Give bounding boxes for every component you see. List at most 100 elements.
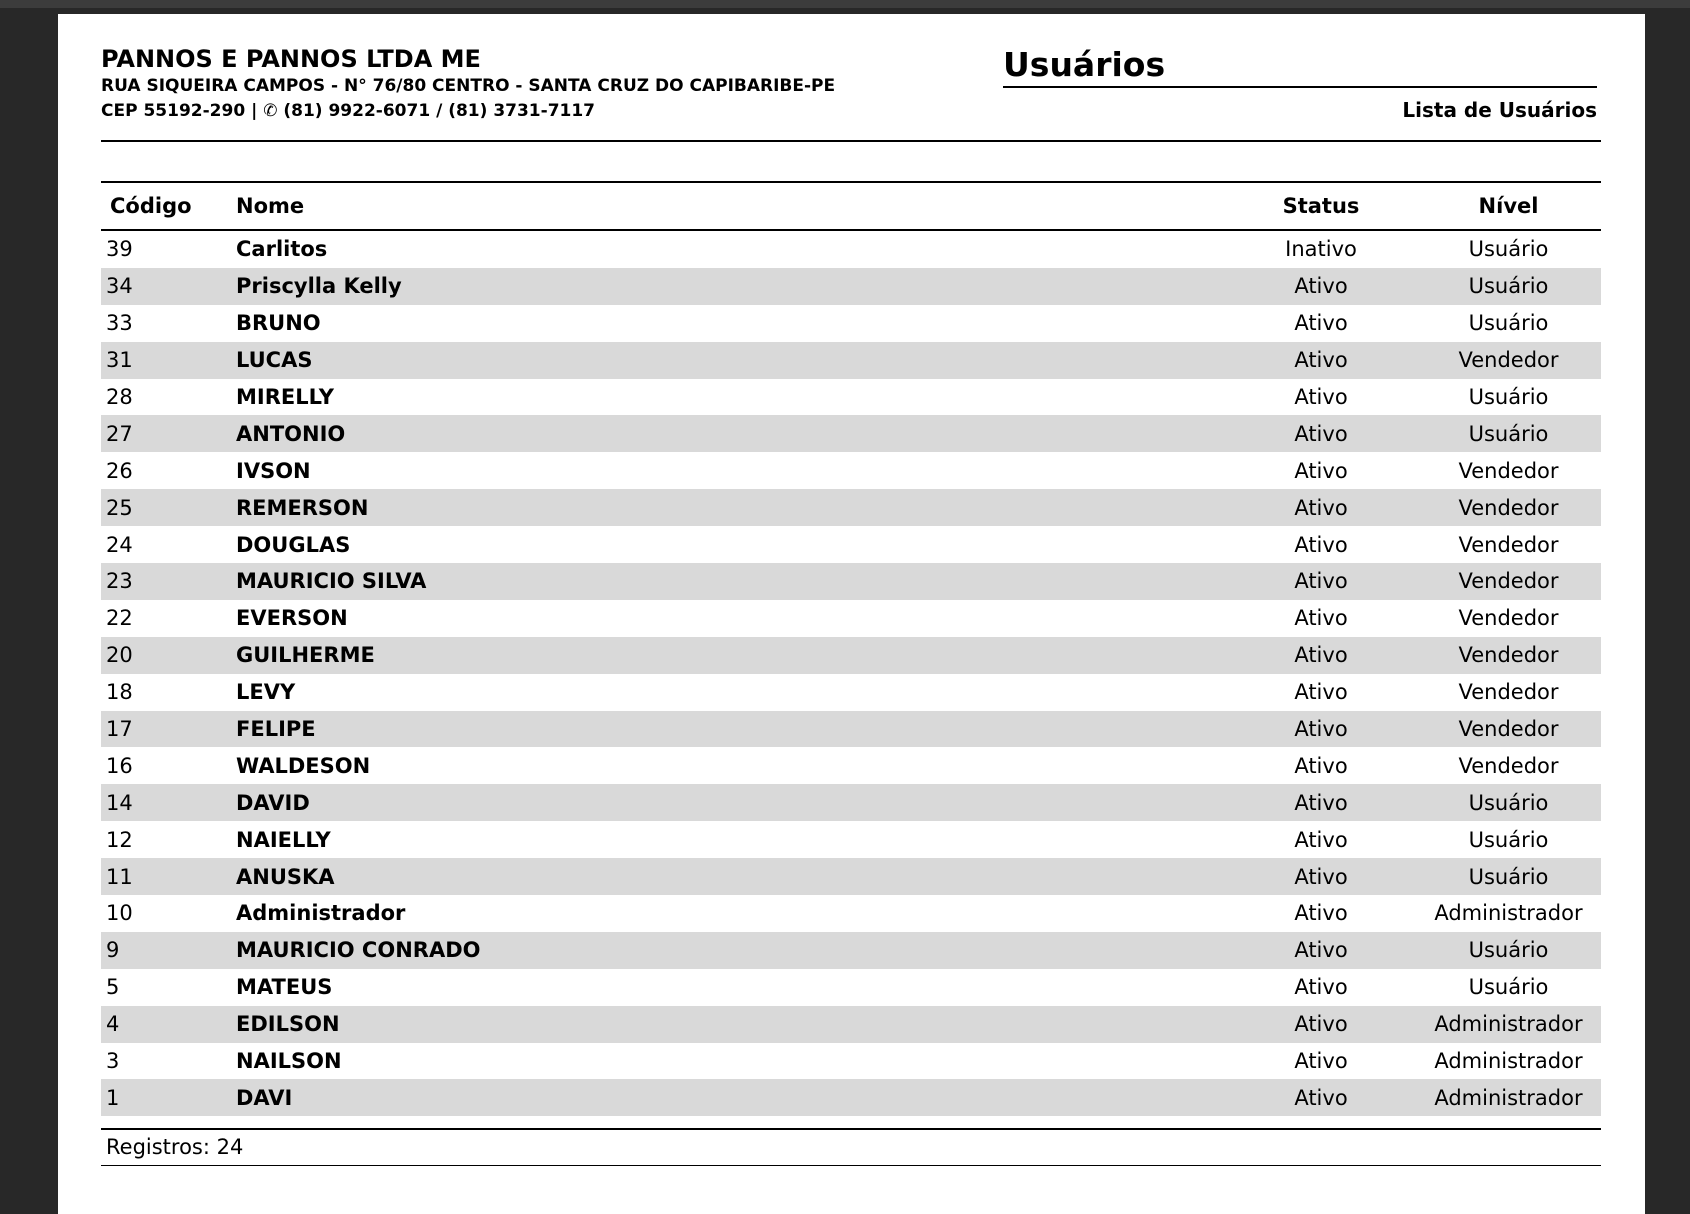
table-row: 31 LUCAS Ativo Vendedor	[101, 341, 1601, 379]
table-row: 39 Carlitos Inativo Usuário	[101, 230, 1601, 268]
cell-nivel: Usuário	[1468, 311, 1549, 336]
cell-status: Ativo	[1226, 931, 1416, 969]
cell-codigo: 1	[101, 1079, 236, 1117]
cell-status: Inativo	[1285, 237, 1357, 262]
cell-status: Ativo	[1294, 827, 1348, 852]
cell-nivel: Vendedor	[1458, 680, 1559, 705]
cell-nivel: Vendedor	[1458, 606, 1559, 631]
cell-codigo: 10	[106, 901, 133, 926]
cell-nivel: Vendedor	[1416, 636, 1601, 674]
cell-nome: Administrador	[236, 901, 406, 926]
cell-nivel: Vendedor	[1416, 489, 1601, 527]
cell-nome: ANUSKA	[236, 858, 1226, 896]
cell-codigo: 27	[101, 415, 236, 453]
cell-nivel: Vendedor	[1458, 753, 1559, 778]
cell-status: Ativo	[1226, 415, 1416, 453]
table-row: 34 Priscylla Kelly Ativo Usuário	[101, 267, 1601, 305]
cell-codigo: 39	[106, 237, 133, 262]
cell-nivel: Vendedor	[1416, 563, 1601, 600]
company-contact: CEP 55192-290 | ✆ (81) 9922-6071 / (81) …	[101, 101, 596, 121]
cell-status: Ativo	[1226, 784, 1416, 822]
cell-nivel: Usuário	[1416, 858, 1601, 896]
records-footer: Registros: 24	[101, 1128, 1601, 1166]
cell-nivel: Usuário	[1416, 784, 1601, 822]
company-address: RUA SIQUEIRA CAMPOS - N° 76/80 CENTRO - …	[101, 76, 836, 96]
cell-status: Ativo	[1226, 563, 1416, 600]
cell-codigo: 18	[106, 680, 133, 705]
cell-codigo: 12	[106, 827, 133, 852]
cell-nivel: Usuário	[1468, 827, 1549, 852]
cell-codigo: 11	[101, 858, 236, 896]
cell-nivel: Usuário	[1416, 931, 1601, 969]
cell-nivel: Vendedor	[1458, 458, 1559, 483]
cell-nome: DOUGLAS	[236, 532, 351, 557]
cell-codigo: 26	[106, 458, 133, 483]
cell-nivel: Vendedor	[1416, 710, 1601, 748]
report-page: PANNOS E PANNOS LTDA ME RUA SIQUEIRA CAM…	[58, 14, 1645, 1214]
cell-status: Ativo	[1294, 311, 1348, 336]
table-row: 5 MATEUS Ativo Usuário	[101, 969, 1601, 1006]
cell-nome: DAVID	[236, 784, 1226, 822]
table-row: 16 WALDESON Ativo Vendedor	[101, 747, 1601, 784]
table-row: 33 BRUNO Ativo Usuário	[101, 305, 1601, 342]
cell-nome: LEVY	[236, 680, 296, 705]
cell-nome: WALDESON	[236, 753, 371, 778]
cell-codigo: 34	[101, 267, 236, 305]
cell-status: Ativo	[1226, 636, 1416, 674]
cell-codigo: 9	[101, 931, 236, 969]
users-table: Código Nome Status Nível 39 Carlitos Inati…	[101, 181, 1601, 1117]
cell-nivel: Vendedor	[1458, 532, 1559, 557]
cell-nome: REMERSON	[236, 489, 1226, 527]
cell-nome: Carlitos	[236, 237, 328, 262]
cell-status: Ativo	[1294, 975, 1348, 1000]
table-row: 25 REMERSON Ativo Vendedor	[101, 489, 1601, 527]
cell-status: Ativo	[1294, 753, 1348, 778]
report-subtitle: Lista de Usuários	[1402, 98, 1597, 122]
cell-codigo: 22	[106, 606, 133, 631]
cell-status: Ativo	[1226, 710, 1416, 748]
cell-codigo: 23	[101, 563, 236, 600]
cell-nome: NAIELLY	[236, 827, 331, 852]
cell-codigo: 14	[101, 784, 236, 822]
cell-nome: EDILSON	[236, 1005, 1226, 1043]
cell-nivel: Usuário	[1468, 385, 1549, 409]
cell-codigo: 20	[101, 636, 236, 674]
records-count: Registros: 24	[106, 1135, 244, 1159]
cell-status: Ativo	[1294, 606, 1348, 631]
col-status: Status	[1226, 182, 1416, 231]
header-divider	[101, 140, 1601, 142]
col-nome: Nome	[236, 182, 1226, 231]
table-row: 18 LEVY Ativo Vendedor	[101, 674, 1601, 711]
cell-status: Ativo	[1226, 1005, 1416, 1043]
table-row: 22 EVERSON Ativo Vendedor	[101, 600, 1601, 637]
cell-nome: Priscylla Kelly	[236, 267, 1226, 305]
cell-nome: MIRELLY	[236, 385, 334, 409]
table-row: 9 MAURICIO CONRADO Ativo Usuário	[101, 931, 1601, 969]
cell-codigo: 5	[106, 975, 120, 1000]
table-row: 14 DAVID Ativo Usuário	[101, 784, 1601, 822]
cell-nivel: Usuário	[1468, 237, 1549, 262]
cell-nome: ANTONIO	[236, 415, 1226, 453]
cell-status: Ativo	[1226, 267, 1416, 305]
cell-status: Ativo	[1226, 341, 1416, 379]
cell-nome: FELIPE	[236, 710, 1226, 748]
cell-status: Ativo	[1294, 458, 1348, 483]
table-row: 17 FELIPE Ativo Vendedor	[101, 710, 1601, 748]
table-row: 27 ANTONIO Ativo Usuário	[101, 415, 1601, 453]
cell-nome: MAURICIO SILVA	[236, 563, 1226, 600]
table-row: 3 NAILSON Ativo Administrador	[101, 1043, 1601, 1080]
cell-nome: EVERSON	[236, 606, 348, 631]
cell-status: Ativo	[1226, 489, 1416, 527]
table-row: 4 EDILSON Ativo Administrador	[101, 1005, 1601, 1043]
col-nivel: Nível	[1416, 182, 1601, 231]
cell-status: Ativo	[1294, 385, 1348, 409]
table-row: 23 MAURICIO SILVA Ativo Vendedor	[101, 563, 1601, 600]
cell-status: Ativo	[1294, 680, 1348, 705]
cell-nivel: Usuário	[1416, 415, 1601, 453]
cell-nome: BRUNO	[236, 311, 321, 336]
cell-nivel: Administrador	[1416, 1079, 1601, 1117]
report-title: Usuários	[1003, 44, 1597, 88]
cell-nome: NAILSON	[236, 1049, 342, 1074]
cell-nivel: Usuário	[1468, 975, 1549, 1000]
cell-nivel: Administrador	[1434, 901, 1583, 926]
